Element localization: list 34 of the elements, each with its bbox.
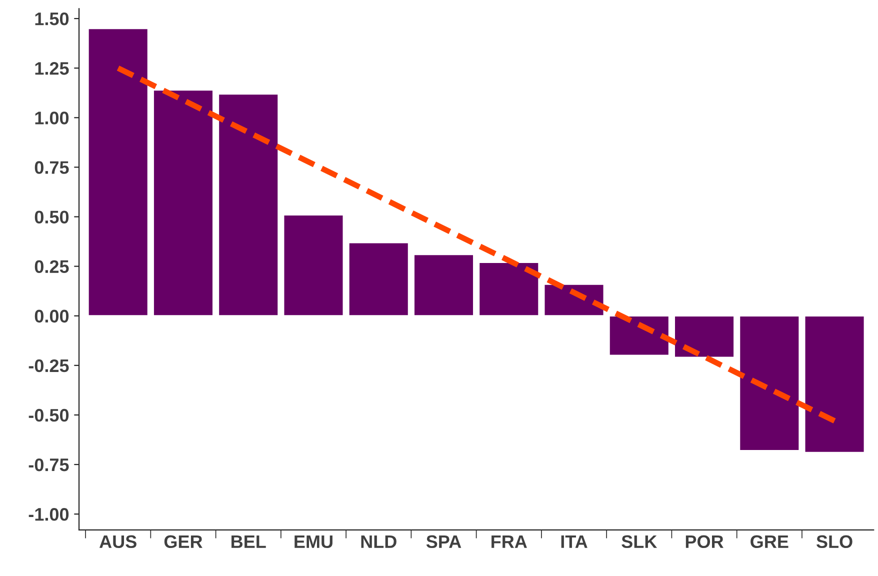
y-tick-label: 0.25 xyxy=(34,260,69,274)
bar xyxy=(478,262,540,317)
x-tick-label: GRE xyxy=(750,535,788,548)
y-tick-label: -0.75 xyxy=(28,458,69,472)
x-tick-label: SPA xyxy=(426,535,462,548)
x-tick-label: FRA xyxy=(492,535,527,548)
bar xyxy=(738,315,800,452)
bar xyxy=(87,28,149,317)
x-tick-label: BEL xyxy=(232,535,266,548)
bar xyxy=(674,315,735,358)
y-tick-label: -0.25 xyxy=(28,359,69,372)
x-tick-label: AUS xyxy=(99,535,136,548)
y-tick-label: -1.00 xyxy=(28,508,69,521)
y-tick-label: 1.00 xyxy=(35,112,69,124)
x-tick-label: POR xyxy=(686,535,724,548)
y-tick-label: 1.50 xyxy=(35,12,69,26)
y-tick-label: 0.00 xyxy=(34,310,69,323)
bar xyxy=(218,93,280,317)
y-tick-label: 0.75 xyxy=(34,161,69,174)
bar xyxy=(348,242,410,317)
y-tick-label: -0.50 xyxy=(28,408,69,422)
bar xyxy=(152,89,214,317)
x-tick-label: ITA xyxy=(561,535,588,548)
bar xyxy=(608,315,670,356)
x-tick-label: GER xyxy=(164,535,202,548)
x-tick-label: EMU xyxy=(294,535,332,548)
x-tick-label: SLO xyxy=(816,535,852,548)
x-tick-label: SLK xyxy=(622,535,658,548)
bar xyxy=(413,254,474,317)
y-tick-label: 0.50 xyxy=(34,210,69,224)
x-tick-label: NLD xyxy=(361,535,396,548)
y-tick-label: 1.25 xyxy=(35,62,69,75)
bar xyxy=(804,315,866,454)
bar xyxy=(282,214,344,317)
